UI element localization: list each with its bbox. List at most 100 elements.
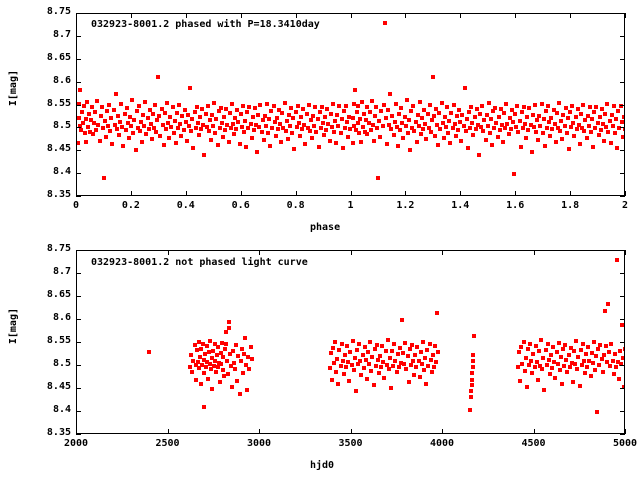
x-tick xyxy=(295,191,297,196)
data-point xyxy=(622,346,624,351)
data-point xyxy=(339,341,344,346)
data-point xyxy=(559,119,564,124)
data-point xyxy=(483,137,488,142)
x-tick xyxy=(515,191,517,196)
data-point xyxy=(525,347,530,352)
data-point xyxy=(224,342,229,347)
data-point xyxy=(533,344,538,349)
data-point xyxy=(339,117,344,122)
data-point xyxy=(401,136,406,141)
data-point xyxy=(324,127,329,132)
data-point xyxy=(416,123,421,128)
data-point xyxy=(397,111,401,116)
data-point xyxy=(267,117,272,122)
data-point xyxy=(96,122,101,127)
data-point xyxy=(301,106,306,111)
data-point xyxy=(135,125,140,130)
data-point xyxy=(563,105,568,110)
data-point xyxy=(338,130,343,135)
data-point xyxy=(519,110,524,115)
data-point xyxy=(330,345,335,350)
x-tick-label: 2500 xyxy=(155,438,180,449)
y-tick-label: 8.7 xyxy=(52,28,71,40)
data-point xyxy=(221,135,225,140)
data-point xyxy=(229,384,234,389)
data-point xyxy=(608,140,613,145)
data-point xyxy=(205,359,210,364)
data-point xyxy=(344,365,348,370)
data-point xyxy=(529,150,534,155)
data-point xyxy=(215,142,220,147)
data-point xyxy=(90,132,95,137)
data-point xyxy=(373,363,378,368)
data-point xyxy=(210,387,215,391)
data-point xyxy=(215,364,220,369)
data-point xyxy=(307,128,312,133)
data-point xyxy=(521,339,526,344)
data-point xyxy=(524,135,529,140)
y-tick xyxy=(620,173,625,175)
data-point xyxy=(562,123,567,128)
data-point xyxy=(387,122,392,127)
data-point xyxy=(554,350,559,355)
data-point xyxy=(545,342,550,347)
data-point xyxy=(118,120,123,124)
data-point xyxy=(568,109,572,114)
data-point xyxy=(560,136,565,141)
data-point xyxy=(595,410,600,414)
data-point xyxy=(350,141,355,145)
data-point xyxy=(117,133,121,138)
data-point xyxy=(438,127,443,132)
data-point xyxy=(434,106,438,111)
data-point xyxy=(308,118,313,123)
data-point xyxy=(562,364,567,368)
data-point xyxy=(523,355,528,360)
data-point xyxy=(389,386,393,391)
data-point xyxy=(401,350,406,355)
data-point xyxy=(201,358,206,362)
data-point xyxy=(602,308,607,313)
data-point xyxy=(557,368,562,373)
data-point xyxy=(403,123,408,128)
data-point xyxy=(345,343,350,348)
data-point xyxy=(327,366,332,371)
data-point xyxy=(388,92,393,97)
data-point xyxy=(472,115,477,120)
data-point xyxy=(505,122,510,127)
data-point xyxy=(515,104,520,108)
data-point xyxy=(192,109,197,114)
data-point xyxy=(299,115,303,120)
data-point xyxy=(346,360,351,365)
data-point xyxy=(230,122,235,127)
data-point xyxy=(290,131,295,136)
data-point xyxy=(531,125,536,129)
data-point xyxy=(217,125,222,130)
data-point xyxy=(311,113,316,118)
y-tick xyxy=(76,411,81,412)
data-point xyxy=(174,110,179,115)
data-point xyxy=(159,106,164,111)
data-point xyxy=(347,114,352,119)
data-point xyxy=(479,125,484,129)
data-point xyxy=(246,125,251,130)
y-tick xyxy=(76,319,81,320)
x-tick-label: 1.6 xyxy=(506,200,525,211)
data-point xyxy=(552,122,557,127)
data-point xyxy=(255,150,260,155)
data-point xyxy=(198,381,203,386)
data-point xyxy=(591,144,596,149)
bottom-plot-area: 032923-8001.2 not phased light curve xyxy=(76,250,625,434)
data-point xyxy=(580,125,585,130)
data-point xyxy=(566,352,571,357)
x-tick xyxy=(460,191,462,196)
data-point xyxy=(598,127,603,132)
data-point xyxy=(577,142,582,147)
data-point xyxy=(317,110,322,115)
data-point xyxy=(207,361,212,366)
x-tick xyxy=(405,13,407,18)
data-point xyxy=(98,114,103,118)
y-tick xyxy=(620,388,625,389)
y-tick xyxy=(620,434,625,435)
y-tick-label: 8.7 xyxy=(52,266,71,277)
data-point xyxy=(442,114,447,119)
